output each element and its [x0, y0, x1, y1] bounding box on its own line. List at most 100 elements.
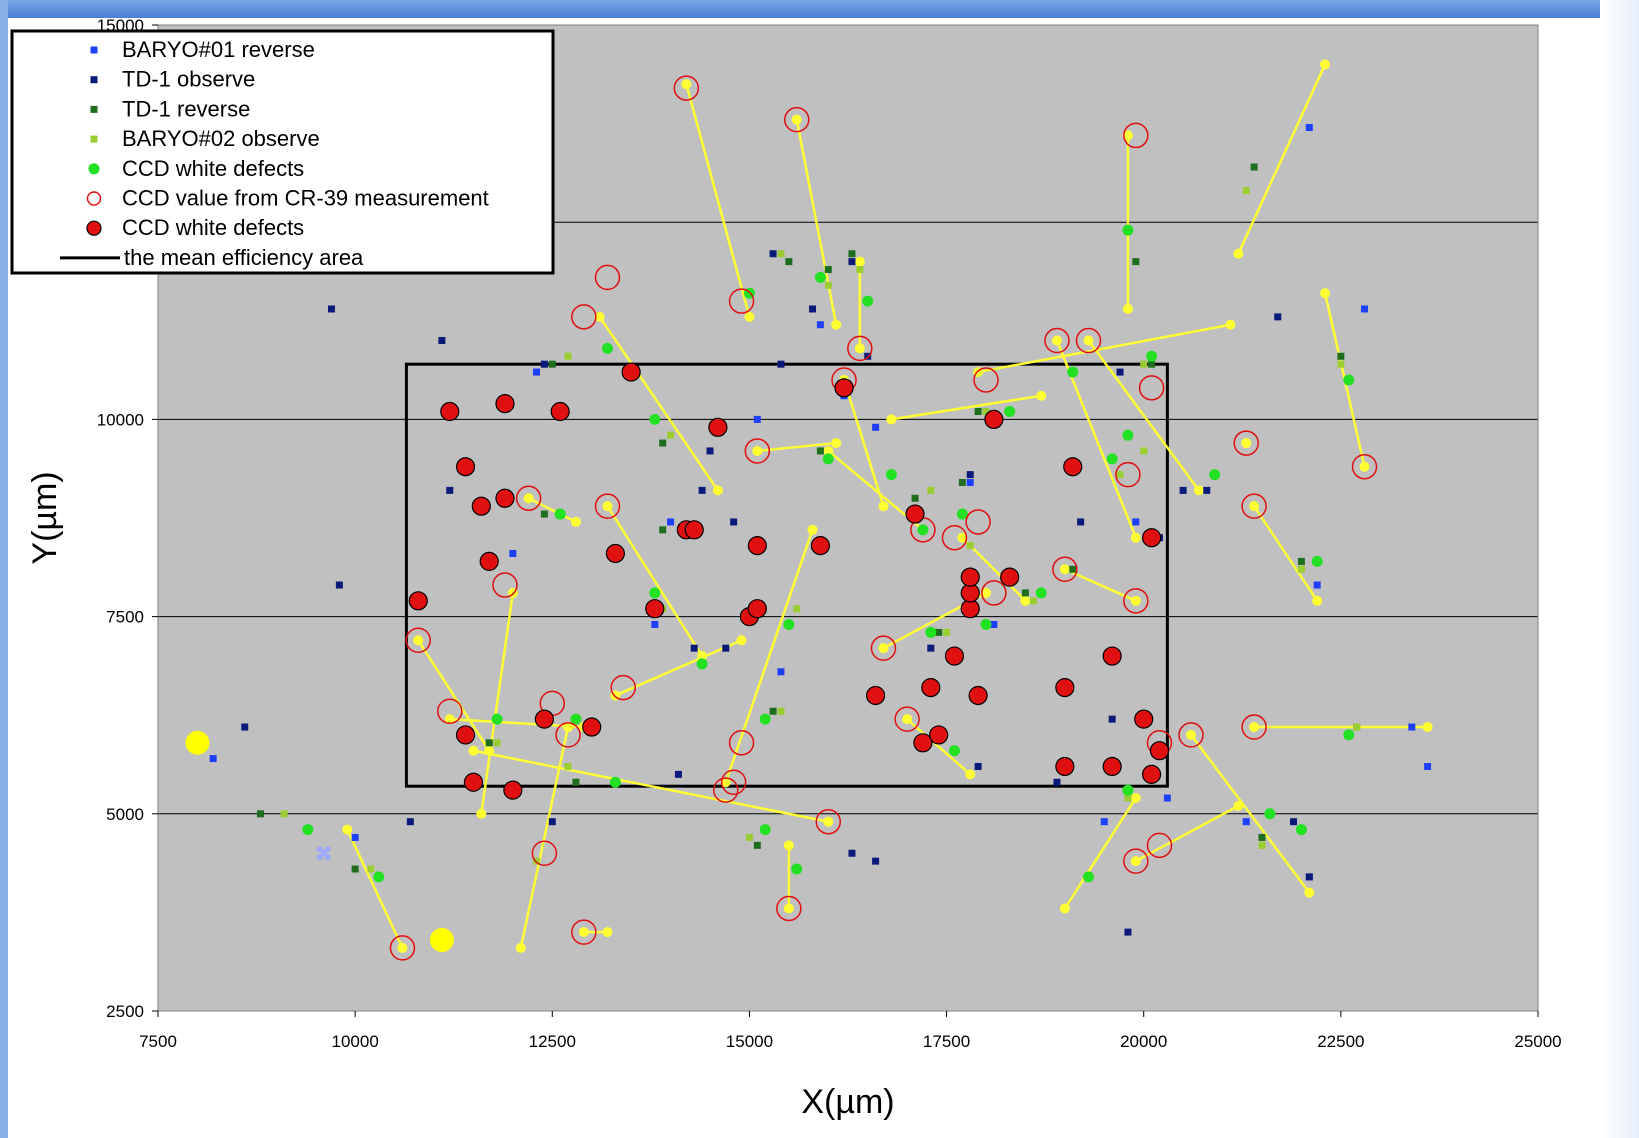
square-point: [730, 518, 738, 526]
track-end-point: [752, 445, 763, 456]
y-tick-label: 7500: [106, 608, 144, 627]
track-line: [519, 726, 570, 949]
ring-point: [515, 485, 542, 512]
square-point: [1021, 589, 1029, 597]
green-dot-point: [1343, 729, 1355, 741]
square-point: [446, 486, 454, 494]
x-tick-label: 10000: [332, 1032, 379, 1051]
red-dot-point: [747, 599, 767, 619]
square-point: [966, 479, 974, 487]
track-end-point: [886, 414, 897, 425]
y-tick-label: 10000: [97, 410, 144, 429]
red-dot-point: [1063, 457, 1083, 477]
square-point: [1179, 486, 1187, 494]
square-point: [848, 258, 856, 266]
track-end-point: [468, 745, 479, 756]
square-point: [1313, 581, 1321, 589]
square-point: [1148, 360, 1156, 368]
square-point: [706, 447, 714, 455]
legend-marker: [90, 46, 98, 54]
track-line: [1237, 63, 1327, 255]
square-point: [493, 739, 501, 747]
green-dot-point: [696, 658, 708, 670]
track-end-point: [1130, 793, 1141, 804]
red-dot-point: [503, 780, 523, 800]
green-dot-point: [948, 745, 960, 757]
legend-marker: [86, 220, 102, 236]
red-dot-point: [905, 504, 925, 524]
ring-point: [783, 106, 810, 133]
green-dot-point: [649, 587, 661, 599]
track-end-point: [413, 635, 424, 646]
green-dot-point: [862, 295, 874, 307]
red-dot-point: [747, 536, 767, 556]
track-end-point: [594, 311, 605, 322]
square-point: [1337, 360, 1345, 368]
square-point: [777, 668, 785, 676]
ring-point: [492, 572, 518, 598]
track-end-point: [1036, 390, 1047, 401]
green-dot-point: [1264, 808, 1276, 820]
x-tick-label: 15000: [726, 1032, 773, 1051]
square-point: [966, 542, 974, 550]
square-point: [769, 707, 777, 715]
square-point: [509, 549, 517, 557]
red-dot-point: [455, 725, 476, 745]
ring-point: [571, 304, 597, 330]
square-point: [966, 471, 974, 479]
track-end-point: [736, 635, 747, 646]
square-point: [690, 644, 698, 652]
track-end-point: [807, 524, 818, 535]
track-end-point: [1320, 59, 1331, 70]
track-line: [1087, 339, 1200, 492]
square-point: [1424, 762, 1432, 770]
green-dot-point: [822, 453, 834, 465]
square-point: [548, 360, 556, 368]
square-point: [1290, 818, 1298, 826]
legend-label: BARYO#01 reverse: [122, 37, 315, 62]
legend-marker: [90, 135, 98, 143]
ring-point: [1146, 832, 1173, 859]
track-end-point: [831, 319, 842, 330]
square-point: [1116, 368, 1124, 376]
square-point: [1140, 447, 1148, 455]
ring-point: [1351, 453, 1378, 480]
square-point: [753, 415, 761, 423]
square-point: [351, 865, 359, 873]
square-point: [1053, 778, 1061, 786]
track-end-point: [602, 501, 613, 512]
square-point: [1069, 565, 1077, 573]
green-dot-point: [554, 508, 566, 520]
mean-efficiency-rect: [404, 362, 1169, 788]
square-point: [1242, 818, 1250, 826]
track-line: [473, 749, 829, 823]
green-dot-point: [759, 713, 771, 725]
ring-point: [973, 367, 999, 393]
x-tick-label: 20000: [1120, 1032, 1167, 1051]
square-point: [1297, 565, 1305, 573]
track-end-point: [957, 532, 968, 543]
track-end-point: [1020, 595, 1031, 606]
axis-ticks: 7500 10000 12500 15000 17500 20000 22500 25000 2…: [97, 16, 1562, 1051]
red-dot-point: [463, 772, 484, 792]
track-end-point: [515, 942, 526, 953]
red-dot-point: [1141, 764, 1162, 784]
track-end-point: [1059, 564, 1070, 575]
square-point: [943, 628, 951, 636]
track-line: [480, 592, 515, 814]
legend-marker: [86, 191, 102, 206]
track-end-point: [570, 516, 581, 527]
track-end-point: [854, 343, 865, 354]
green-dot-point: [1122, 784, 1134, 796]
track-line: [1253, 505, 1319, 602]
square-point: [257, 810, 265, 818]
ring-point: [776, 895, 802, 922]
green-dot-point: [1106, 453, 1118, 465]
square-point: [974, 408, 982, 416]
yellow-marker: [429, 928, 454, 953]
red-dot-point: [834, 378, 854, 398]
ring-point: [673, 75, 700, 101]
green-dot-point: [1209, 469, 1221, 481]
square-point: [1337, 352, 1345, 360]
